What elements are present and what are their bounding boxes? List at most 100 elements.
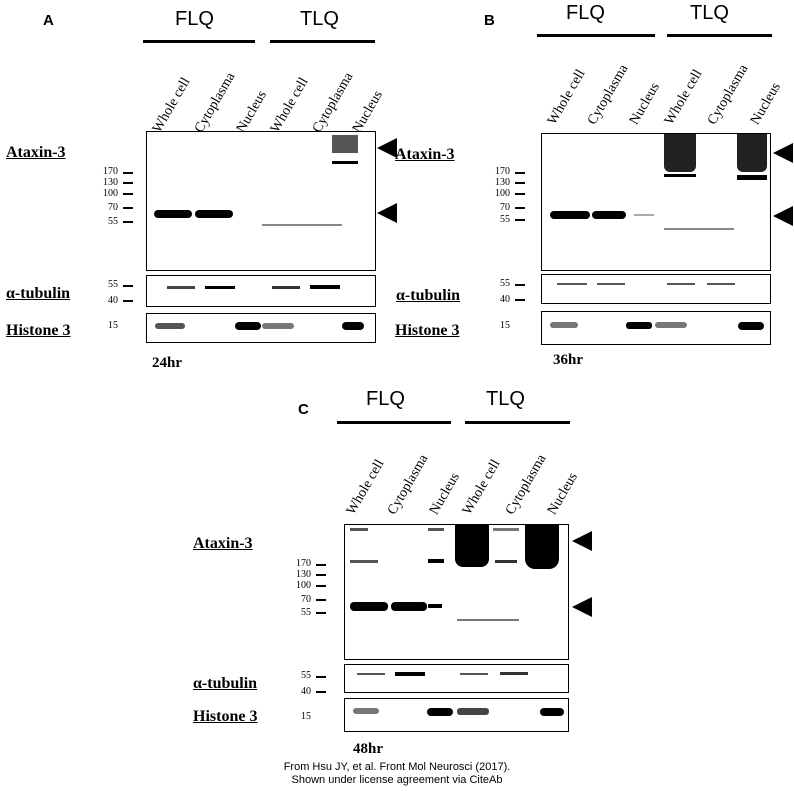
lane-label: Nucleus [427,470,463,518]
mw-marker: 55 [500,214,510,225]
mw-marker: 70 [108,202,118,213]
histone-blot [344,698,569,732]
mw-marker: 40 [301,686,311,697]
band [550,322,578,328]
mw-marker: 70 [301,594,311,605]
mw-marker: 55 [301,607,311,618]
time-label: 36hr [553,352,583,368]
group-line [465,421,570,424]
mw-tick [515,182,525,184]
mw-marker: 40 [108,295,118,306]
band [737,175,767,180]
mw-marker: 130 [103,177,118,188]
band [350,602,388,611]
band [664,174,696,177]
band [592,211,626,219]
mw-tick [316,612,326,614]
group-label-tlq: TLQ [300,8,339,30]
band [262,224,342,226]
mw-tick [515,172,525,174]
band [428,604,442,608]
mw-tick [123,193,133,195]
arrow-icon [572,531,592,551]
band [167,286,195,289]
mw-marker: 55 [108,279,118,290]
tubulin-blot [541,274,771,304]
band [457,619,519,621]
mw-marker: 15 [108,320,118,331]
lane-label: Cytoplasma [385,452,432,518]
mw-tick [316,691,326,693]
credit-line-1: From Hsu JY, et al. Front Mol Neurosci (… [283,761,511,773]
band [357,673,385,675]
row-label-tubulin: α-tubulin [193,675,258,692]
band [664,228,734,230]
band [540,708,564,716]
mw-marker: 40 [500,294,510,305]
mw-tick [123,221,133,223]
ataxin-blot [541,133,771,271]
tubulin-blot [146,275,376,307]
band [205,286,235,289]
panel-label: B [484,12,495,29]
band [525,525,559,569]
band [353,708,379,714]
band [350,528,368,531]
mw-tick [515,284,525,286]
mw-tick [316,585,326,587]
band [707,283,735,285]
mw-tick [316,599,326,601]
band [550,211,590,219]
mw-tick [515,219,525,221]
group-line [270,40,375,43]
band [427,708,453,716]
band [455,525,489,567]
mw-tick [515,299,525,301]
tubulin-blot [344,664,569,693]
panel-label: A [43,12,54,29]
band [428,528,444,531]
band [235,322,261,330]
row-label-histone: Histone 3 [395,322,460,339]
mw-tick [123,207,133,209]
row-label-tubulin: α-tubulin [396,287,461,304]
mw-tick [316,574,326,576]
mw-marker: 100 [103,188,118,199]
row-label-ataxin: Ataxin-3 [395,146,455,163]
band [195,210,233,218]
credit-line-2: Shown under license agreement via CiteAb [291,774,503,786]
arrow-icon [572,597,592,617]
mw-marker: 100 [296,580,311,591]
group-label-flq: FLQ [566,2,605,24]
group-line [537,34,655,37]
mw-marker: 70 [500,202,510,213]
arrow-icon [377,203,397,223]
band [737,134,767,172]
band [395,672,425,676]
group-line [667,34,772,37]
band [428,559,444,563]
mw-marker: 170 [495,166,510,177]
mw-tick [123,300,133,302]
time-label: 24hr [152,355,182,371]
band [597,283,625,285]
mw-tick [515,207,525,209]
group-label-tlq: TLQ [690,2,729,24]
mw-marker: 55 [108,216,118,227]
band [667,283,695,285]
band [495,560,517,563]
mw-marker: 55 [301,670,311,681]
lane-label: Cytoplasma [503,452,550,518]
panel-a: A FLQ TLQ Whole cell Cytoplasma Nucleus … [0,0,400,380]
arrow-icon [773,143,793,163]
ataxin-blot [146,131,376,271]
row-label-histone: Histone 3 [193,708,258,725]
row-label-ataxin: Ataxin-3 [6,144,66,161]
band [655,322,687,328]
band [738,322,764,330]
row-label-tubulin: α-tubulin [6,285,71,302]
band [391,602,427,611]
band [626,322,652,329]
band [332,135,358,153]
band [155,323,185,329]
